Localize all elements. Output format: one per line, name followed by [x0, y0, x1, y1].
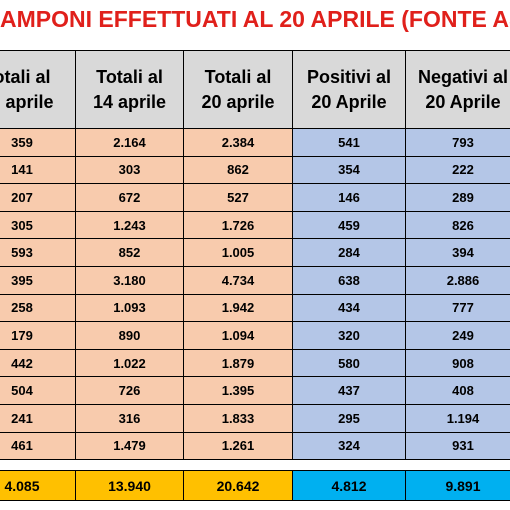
data-cell: 931: [405, 431, 510, 461]
data-cell: 179: [0, 321, 76, 350]
data-cell: 408: [405, 376, 510, 405]
header-cell: Positivi al 20 Aprile: [292, 50, 406, 129]
header-cell: Totali al 20 aprile: [183, 50, 293, 129]
data-cell: 852: [75, 238, 184, 267]
data-cell: 826: [405, 210, 510, 240]
table-title: AMPONI EFFETTUATI AL 20 APRILE (FONTE AS…: [0, 6, 510, 32]
data-cell: 1.879: [183, 348, 293, 378]
data-cell: 1.243: [75, 210, 184, 240]
data-cell: 1.022: [75, 348, 184, 378]
data-cell: 461: [0, 431, 76, 461]
header-text: 14 aprile: [92, 91, 167, 112]
header-cell: Totali al 14 aprile: [75, 50, 184, 129]
data-cell: 316: [75, 404, 184, 433]
data-cell: 295: [292, 404, 406, 433]
header-text: 20 aprile: [201, 91, 275, 112]
data-cell: 359: [0, 128, 76, 157]
data-cell: 141: [0, 155, 76, 185]
header-text: otali al: [0, 66, 51, 87]
data-cell: 320: [292, 321, 406, 350]
data-cell: 638: [292, 266, 406, 295]
data-cell: 249: [405, 321, 510, 350]
data-cell: 1.261: [183, 431, 293, 461]
data-cell: 1.395: [183, 376, 293, 405]
header-text: Negativi al: [417, 66, 509, 87]
data-cell: 459: [292, 210, 406, 240]
total-cell: 13.940: [75, 470, 184, 501]
data-cell: 395: [0, 266, 76, 295]
total-cell: 9.891: [405, 470, 510, 501]
data-cell: 2.384: [183, 128, 293, 157]
data-cell: 541: [292, 128, 406, 157]
data-cell: 726: [75, 376, 184, 405]
data-cell: 593: [0, 238, 76, 267]
data-cell: 862: [183, 155, 293, 185]
data-cell: 305: [0, 210, 76, 240]
data-cell: 437: [292, 376, 406, 405]
data-cell: 527: [183, 183, 293, 212]
data-cell: 4.734: [183, 266, 293, 295]
data-cell: 1.833: [183, 404, 293, 433]
data-cell: 207: [0, 183, 76, 212]
header-text: Positivi al: [306, 66, 392, 87]
header-text: 20 Aprile: [425, 91, 501, 112]
total-cell: 4.085: [0, 470, 76, 501]
data-cell: 3.180: [75, 266, 184, 295]
data-cell: 1.005: [183, 238, 293, 267]
header-cell: otali al 3 aprile: [0, 50, 76, 129]
data-cell: 258: [0, 293, 76, 323]
data-cell: 324: [292, 431, 406, 461]
data-cell: 1.194: [405, 404, 510, 433]
data-cell: 908: [405, 348, 510, 378]
data-cell: 241: [0, 404, 76, 433]
total-cell: 20.642: [183, 470, 293, 501]
data-cell: 777: [405, 293, 510, 323]
data-cell: 672: [75, 183, 184, 212]
data-cell: 1.726: [183, 210, 293, 240]
data-cell: 2.886: [405, 266, 510, 295]
data-cell: 289: [405, 183, 510, 212]
data-cell: 1.479: [75, 431, 184, 461]
header-text: Totali al: [204, 66, 272, 87]
data-cell: 890: [75, 321, 184, 350]
header-text: Totali al: [96, 66, 163, 87]
data-cell: 303: [75, 155, 184, 185]
data-cell: 442: [0, 348, 76, 378]
header-text: 3 aprile: [0, 91, 54, 112]
data-cell: 2.164: [75, 128, 184, 157]
data-cell: 146: [292, 183, 406, 212]
data-cell: 1.093: [75, 293, 184, 323]
data-cell: 354: [292, 155, 406, 185]
data-cell: 793: [405, 128, 510, 157]
data-cell: 222: [405, 155, 510, 185]
data-cell: 434: [292, 293, 406, 323]
data-cell: 1.094: [183, 321, 293, 350]
header-text: 20 Aprile: [311, 91, 387, 112]
data-cell: 1.942: [183, 293, 293, 323]
data-cell: 394: [405, 238, 510, 267]
header-cell: Negativi al 20 Aprile: [405, 50, 510, 129]
data-cell: 580: [292, 348, 406, 378]
data-cell: 504: [0, 376, 76, 405]
total-cell: 4.812: [292, 470, 406, 501]
data-cell: 284: [292, 238, 406, 267]
